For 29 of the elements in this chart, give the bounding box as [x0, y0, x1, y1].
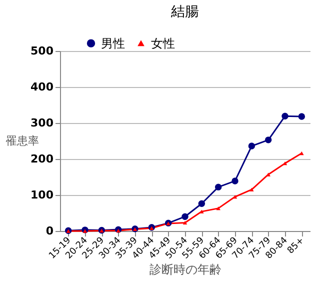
point: [82, 229, 88, 233]
point: [282, 161, 288, 166]
chart-title: 結腸: [170, 4, 199, 20]
y-tick-label: 0: [46, 224, 54, 238]
point: [282, 112, 288, 120]
y-axis-title: 罹患率: [5, 134, 39, 148]
point: [232, 194, 238, 199]
point: [214, 184, 222, 190]
y-tick-label: 300: [30, 116, 54, 130]
point: [200, 210, 204, 214]
x-axis-title: 診断時の年齢: [150, 262, 222, 277]
y-tick-label: 100: [30, 188, 54, 202]
y-tick-label: 200: [30, 152, 54, 166]
point: [264, 136, 272, 144]
point: [216, 206, 220, 210]
point: [232, 178, 238, 184]
point: [182, 220, 188, 225]
x-tick-label: 85+: [286, 236, 306, 256]
point: [182, 213, 188, 220]
point: [298, 113, 306, 120]
legend-label: 男性: [101, 36, 125, 50]
y-tick-label: 500: [30, 44, 54, 58]
point: [198, 200, 206, 207]
legend-label: 女性: [151, 36, 175, 50]
point: [116, 228, 120, 232]
y-tick-label: 400: [30, 80, 54, 94]
point: [250, 188, 254, 192]
point: [248, 142, 256, 150]
point: [300, 151, 304, 156]
